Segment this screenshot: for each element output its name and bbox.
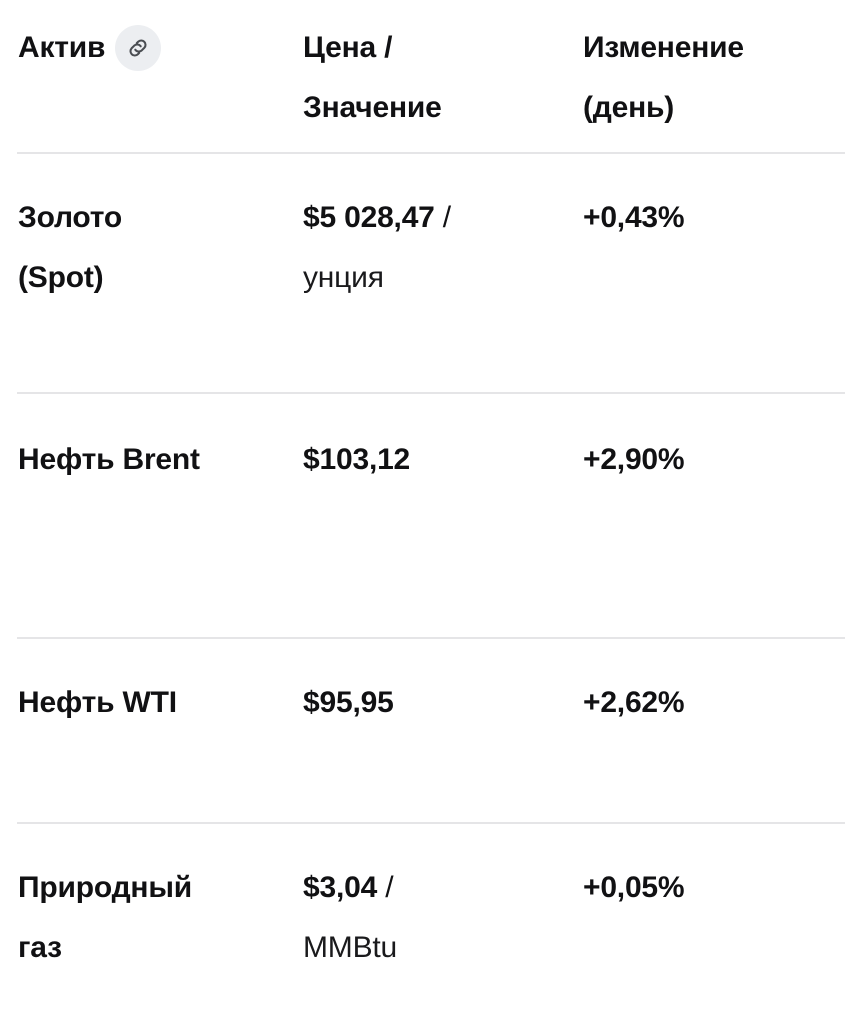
asset-change: +0,43% — [583, 201, 685, 234]
table-row: Золото (Spot) $5 028,47 / унция +0,43% — [0, 188, 854, 388]
table-row: Нефть WTI $95,95 +2,62% — [0, 673, 854, 813]
asset-name-line1: Золото — [18, 201, 123, 234]
asset-name: Нефть WTI — [18, 673, 293, 733]
asset-name-line1: Нефть Brent — [18, 443, 200, 476]
header-cell-price: Цена / Значение — [303, 18, 573, 138]
row-divider — [17, 822, 845, 824]
asset-price-separator: / — [377, 871, 394, 904]
asset-change: +2,90% — [583, 443, 685, 476]
header-change-label-line1: Изменение — [583, 31, 744, 64]
row-divider — [17, 152, 845, 154]
asset-price: $3,04 / MMBtu — [303, 858, 573, 978]
header-change-label-line2: (день) — [583, 91, 675, 124]
asset-name-line1: Нефть WTI — [18, 686, 177, 719]
table-row: Нефть Brent $103,12 +2,90% — [0, 430, 854, 630]
row-divider — [17, 637, 845, 639]
asset-change: +2,62% — [583, 686, 685, 719]
header-price-label-line1: Цена / — [303, 31, 393, 64]
asset-name: Нефть Brent — [18, 430, 293, 490]
table-row: Природный газ $3,04 / MMBtu +0,05% — [0, 858, 854, 1018]
table-header-row: Актив Цена / Значение Изменение (день) — [0, 18, 854, 138]
asset-name-line1: Природный — [18, 871, 193, 904]
asset-price-value: $5 028,47 — [303, 201, 435, 234]
asset-price-unit: унция — [303, 261, 384, 294]
asset-price: $5 028,47 / унция — [303, 188, 573, 308]
asset-price-unit: MMBtu — [303, 931, 398, 964]
asset-name-line2: (Spot) — [18, 261, 104, 294]
asset-price: $95,95 — [303, 673, 573, 733]
asset-price-value: $103,12 — [303, 443, 411, 476]
row-divider — [17, 392, 845, 394]
asset-price-value: $95,95 — [303, 686, 394, 719]
asset-price-value: $3,04 — [303, 871, 378, 904]
asset-change: +0,05% — [583, 871, 685, 904]
asset-name-line2: газ — [18, 931, 62, 964]
link-icon[interactable] — [115, 25, 162, 71]
header-price-label-line2: Значение — [303, 91, 442, 124]
header-asset-label: Актив — [18, 31, 106, 64]
asset-price-separator: / — [434, 201, 451, 234]
asset-name: Природный газ — [18, 858, 293, 978]
header-cell-change: Изменение (день) — [583, 18, 845, 138]
header-cell-asset: Актив — [18, 18, 293, 78]
asset-price: $103,12 — [303, 430, 573, 490]
asset-name: Золото (Spot) — [18, 188, 293, 308]
